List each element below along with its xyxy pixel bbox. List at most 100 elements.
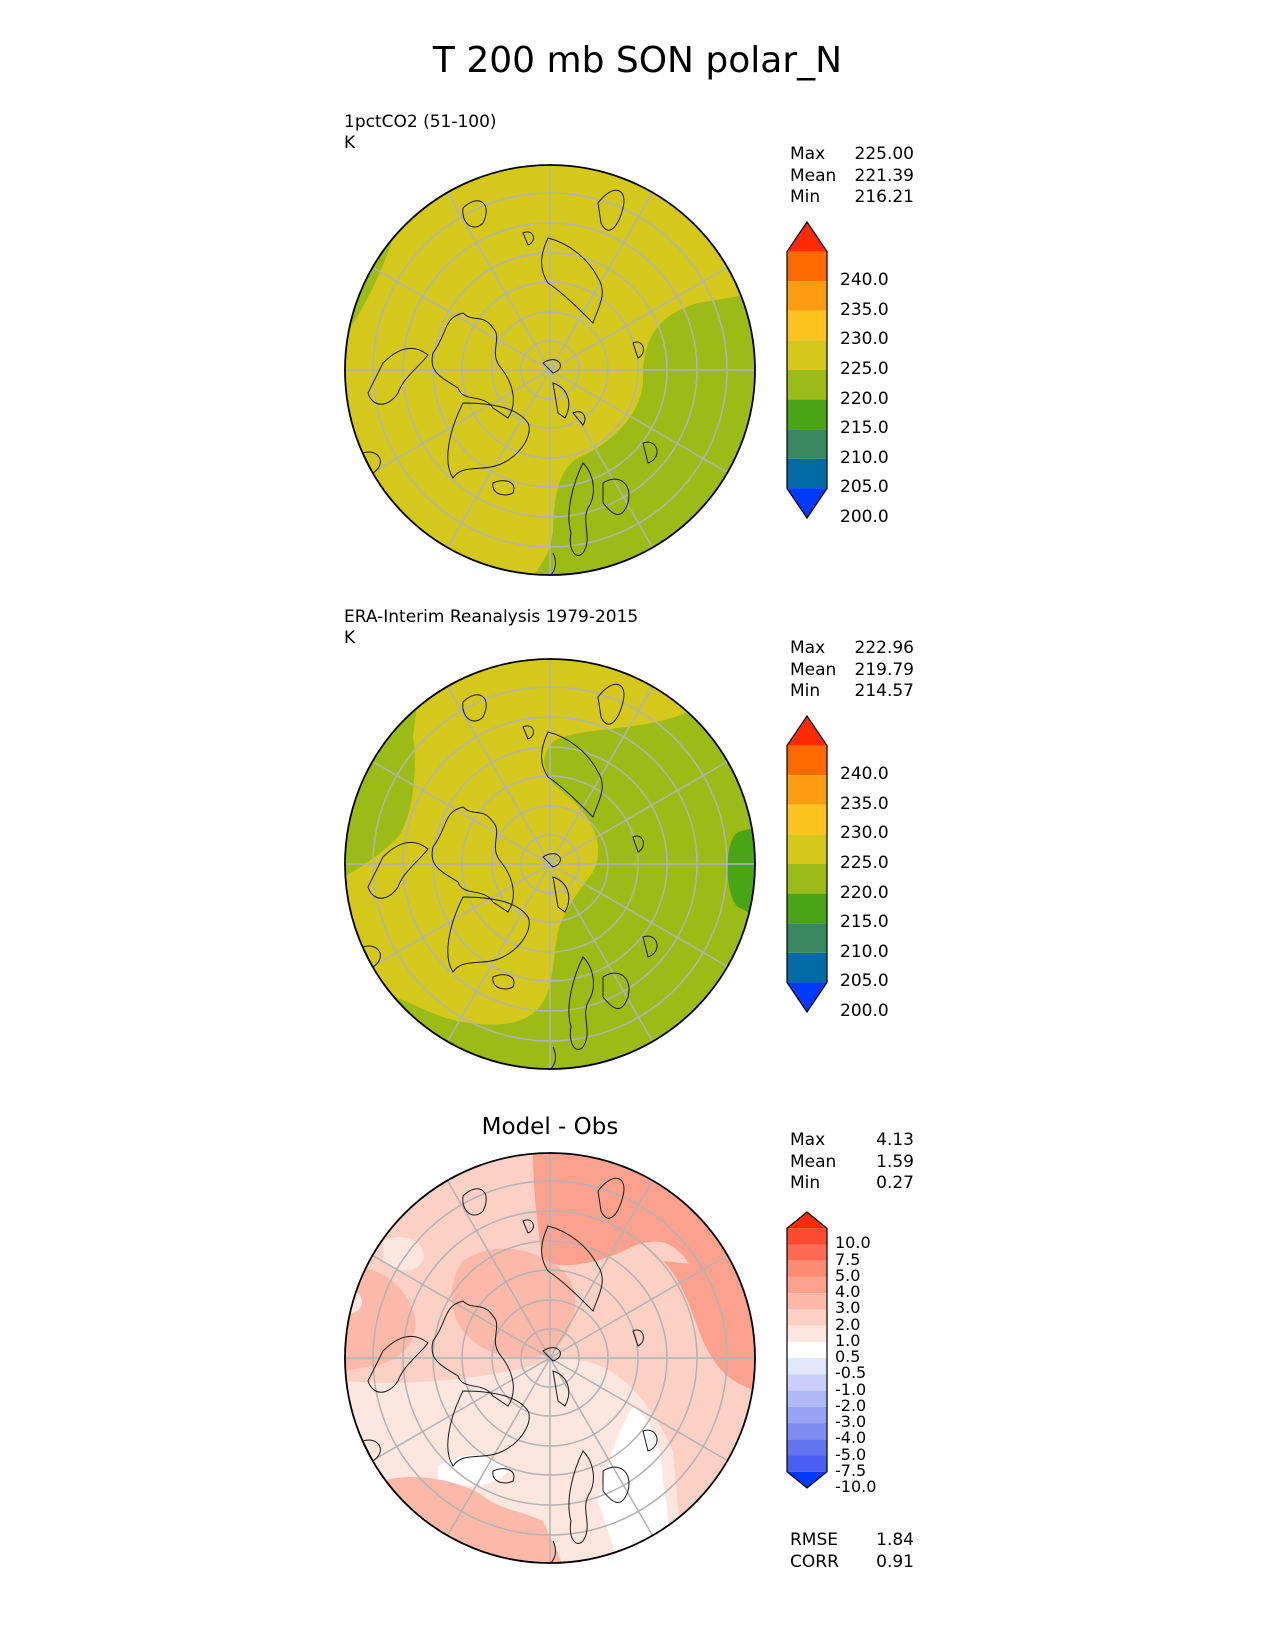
map-border bbox=[344, 164, 756, 576]
colorbar-segment bbox=[787, 1406, 827, 1424]
stat-max-value: 4.13 bbox=[876, 1130, 914, 1150]
stat-min-label: Min bbox=[790, 681, 821, 701]
colorbar-segment bbox=[787, 804, 827, 835]
colorbar-segment bbox=[787, 1374, 827, 1391]
colorbar-segment bbox=[787, 1260, 827, 1277]
colorbar-tick-label: 240.0 bbox=[840, 764, 889, 785]
colorbar-tick-label: 215.0 bbox=[840, 912, 889, 933]
colorbar-tick-label: 215.0 bbox=[840, 418, 889, 439]
stat-max-value: 225.00 bbox=[854, 144, 914, 164]
colorbar-tick-label: 200.0 bbox=[840, 507, 889, 527]
colorbar-segment bbox=[787, 340, 827, 370]
colorbar-extend-max bbox=[787, 716, 827, 746]
panel1-name: 1pctCO2 (51-100) bbox=[344, 112, 497, 132]
colorbar-segment bbox=[787, 1228, 827, 1245]
colorbar-tick-label: 205.0 bbox=[840, 971, 889, 992]
colorbar-tick-label: 210.0 bbox=[840, 941, 889, 962]
stat-mean-label: Mean bbox=[790, 659, 837, 680]
colorbar-outline bbox=[786, 1211, 828, 1489]
colorbar-tick-label: -5.0 bbox=[835, 1444, 867, 1464]
colorbar-tick-label: 200.0 bbox=[840, 1001, 889, 1021]
colorbar-tick-label: 5.0 bbox=[835, 1265, 861, 1285]
colorbar-tick-label: -3.0 bbox=[835, 1412, 867, 1432]
colorbar-segment bbox=[787, 1293, 827, 1310]
colorbar-segment bbox=[787, 1358, 827, 1375]
colorbar-extend-max bbox=[787, 1212, 827, 1229]
colorbar-extend-min bbox=[787, 488, 827, 518]
colorbar-tick-label: 230.0 bbox=[840, 823, 889, 844]
colorbar-tick-label: -7.5 bbox=[835, 1460, 867, 1480]
panel1-label: 1pctCO2 (51-100) K bbox=[344, 112, 497, 154]
colorbar-segment bbox=[787, 458, 827, 489]
panel3-stats: Max 4.13 Mean 1.59 Min 0.27 bbox=[790, 1130, 914, 1195]
corr-value: 0.91 bbox=[876, 1551, 914, 1572]
coastlines bbox=[362, 190, 658, 575]
stat-max-label: Max bbox=[790, 1130, 826, 1150]
colorbar-tick-label: -2.0 bbox=[835, 1395, 867, 1415]
stat-min-value: 0.27 bbox=[876, 1173, 914, 1193]
panel1-units: K bbox=[344, 133, 356, 153]
colorbar-tick-label: -1.0 bbox=[835, 1379, 867, 1399]
map-border bbox=[344, 1152, 756, 1564]
colorbar-segment bbox=[787, 1341, 827, 1359]
stat-min-label: Min bbox=[790, 1173, 821, 1193]
panel1-colorbar bbox=[786, 220, 828, 520]
colorbar-tick-label: 2.0 bbox=[835, 1314, 861, 1334]
colorbar-segment bbox=[787, 310, 827, 341]
stat-max-label: Max bbox=[790, 638, 826, 658]
colorbar-segment bbox=[787, 834, 827, 864]
colorbar-segment bbox=[787, 1439, 827, 1456]
panel2-units: K bbox=[344, 628, 356, 648]
colorbar-segment bbox=[787, 775, 827, 805]
colorbar-segment bbox=[787, 1309, 827, 1326]
stat-mean-value: 221.39 bbox=[854, 165, 914, 186]
coastlines bbox=[362, 1178, 658, 1563]
colorbar-tick-label: 3.0 bbox=[835, 1298, 861, 1318]
colorbar-tick-label: 235.0 bbox=[840, 299, 889, 320]
figure-title: T 200 mb SON polar_N bbox=[432, 40, 843, 81]
panel2-label: ERA-Interim Reanalysis 1979-2015 K bbox=[344, 607, 638, 649]
colorbar-tick-label: 240.0 bbox=[840, 270, 889, 291]
colorbar-tick-label: 4.0 bbox=[835, 1282, 861, 1302]
panel2-stats: Max 222.96 Mean 219.79 Min 214.57 bbox=[790, 638, 914, 703]
rmse-value: 1.84 bbox=[876, 1530, 914, 1550]
panel3-polar-map bbox=[344, 1152, 756, 1564]
colorbar-tick-label: 220.0 bbox=[840, 882, 889, 903]
colorbar-outline bbox=[786, 714, 828, 1014]
green-region-southwest bbox=[345, 493, 378, 543]
stat-mean-value: 219.79 bbox=[854, 659, 914, 680]
colorbar-tick-label: -0.5 bbox=[835, 1363, 867, 1383]
colorbar-segment bbox=[787, 1325, 827, 1342]
panel2-name: ERA-Interim Reanalysis 1979-2015 bbox=[344, 607, 639, 627]
colorbar-tick-label: -10.0 bbox=[835, 1477, 877, 1496]
colorbar-tick-label: 7.5 bbox=[835, 1249, 861, 1269]
colorbar-tick-label: 205.0 bbox=[840, 477, 889, 498]
colorbar-tick-label: 1.0 bbox=[835, 1330, 861, 1350]
panel2-colorbar bbox=[786, 714, 828, 1014]
colorbar-tick-label: 210.0 bbox=[840, 447, 889, 468]
colorbar-segment bbox=[787, 399, 827, 430]
stat-mean-label: Mean bbox=[790, 1151, 837, 1172]
colorbar-segment bbox=[787, 1276, 827, 1294]
green-region-east bbox=[727, 827, 755, 917]
colorbar-segment bbox=[787, 893, 827, 924]
panel3-title: Model - Obs bbox=[481, 1114, 619, 1140]
corr-label: CORR bbox=[790, 1551, 839, 1572]
colorbar-tick-label: 225.0 bbox=[840, 853, 889, 873]
colorbar-segment bbox=[787, 1423, 827, 1440]
stat-mean-label: Mean bbox=[790, 165, 837, 186]
panel2-polar-map bbox=[344, 658, 756, 1070]
coastlines bbox=[362, 684, 658, 1069]
colorbar-segment bbox=[787, 923, 827, 953]
colorbar-segment bbox=[787, 952, 827, 983]
colorbar-outline bbox=[786, 220, 828, 520]
mid-region-center bbox=[451, 1248, 576, 1359]
yellow-region bbox=[345, 659, 688, 1025]
colorbar-segment bbox=[787, 370, 827, 400]
map-border bbox=[344, 658, 756, 1070]
colorbar-tick-label: -4.0 bbox=[835, 1428, 867, 1448]
panel1-polar-map bbox=[344, 164, 756, 576]
colorbar-segment bbox=[787, 745, 827, 776]
panel1-stats: Max 225.00 Mean 221.39 Min 216.21 bbox=[790, 144, 914, 209]
stat-max-label: Max bbox=[790, 144, 826, 164]
